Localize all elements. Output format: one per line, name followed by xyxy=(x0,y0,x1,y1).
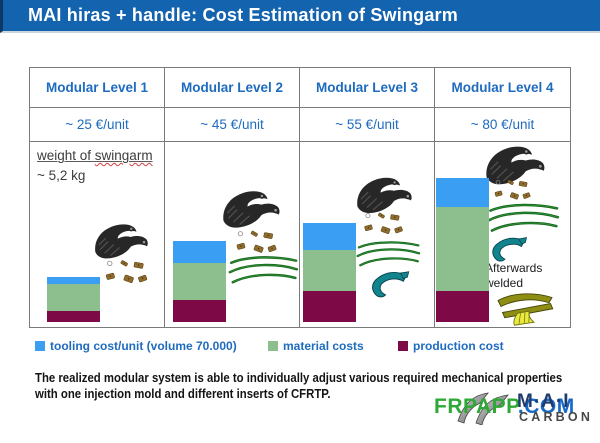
afterwards-welded-line2: welded xyxy=(485,276,524,290)
chart-legend: tooling cost/unit (volume 70.000) materi… xyxy=(0,339,600,353)
cfrtp-tapes-icon xyxy=(486,199,560,237)
swingarm-part-icon xyxy=(355,175,415,215)
legend-item-tooling: tooling cost/unit (volume 70.000) xyxy=(35,339,237,353)
legend-label-production: production cost xyxy=(413,339,504,353)
metal-inserts-icon xyxy=(229,230,285,260)
price-level4: ~ 80 €/unit xyxy=(470,117,535,132)
weight-note-word: swingarm xyxy=(94,148,153,163)
bar-segment-tooling xyxy=(303,223,356,251)
bar-segment-tooling xyxy=(436,178,489,207)
swingarm-part-icon xyxy=(221,188,283,230)
legend-item-material: material costs xyxy=(268,339,364,353)
afterwards-welded-line1: Afterwards xyxy=(485,261,543,275)
mai-logo-subtext: CARBON xyxy=(519,410,594,424)
price-level1: ~ 25 €/unit xyxy=(65,117,129,132)
weight-note-prefix: weight of xyxy=(37,148,95,163)
column-header-level4: Modular Level 4 xyxy=(435,68,570,108)
level2-label: Modular Level 2 xyxy=(180,80,284,95)
bar-segment-material xyxy=(47,284,100,312)
weight-note-value: ~ 5,2 kg xyxy=(37,167,86,183)
column-header-level2: Modular Level 2 xyxy=(165,68,300,108)
watermark: FRPAPP.COM xyxy=(434,395,575,419)
bar-segment-tooling xyxy=(47,277,100,285)
metal-inserts-icon xyxy=(102,259,152,291)
bar-segment-material xyxy=(436,206,489,292)
price-level3: ~ 55 €/unit xyxy=(335,117,399,132)
level4-label: Modular Level 4 xyxy=(451,80,554,95)
bar-segment-production xyxy=(47,311,100,322)
metal-inserts-icon xyxy=(486,179,540,206)
mai-logo-swoosh-icon xyxy=(457,392,509,425)
weight-note: weight of swingarm ~ 5,2 kg xyxy=(37,146,153,185)
legend-label-tooling: tooling cost/unit (volume 70.000) xyxy=(50,339,237,353)
cfrtp-tapes-icon xyxy=(227,252,299,288)
footer-note-line2: with one injection mold and different in… xyxy=(35,386,331,402)
swingarm-part-icon xyxy=(484,144,548,186)
content-cell-level4: Afterwards welded xyxy=(435,142,570,327)
welded-parts-icon xyxy=(486,290,564,326)
cost-bar-level4 xyxy=(436,178,489,322)
swingarm-part-icon xyxy=(93,221,151,261)
legend-label-material: material costs xyxy=(283,339,364,353)
watermark-blue: .COM xyxy=(517,395,575,418)
level3-label: Modular Level 3 xyxy=(315,80,419,95)
cfrtp-tapes-icon xyxy=(355,237,421,271)
title-bar: MAI hiras + handle: Cost Estimation of S… xyxy=(0,0,600,33)
cost-bar-level1 xyxy=(47,277,100,322)
content-cell-level2 xyxy=(165,142,300,327)
footer-note-line1: The realized modular system is able to i… xyxy=(35,370,563,385)
watermark-green: FRPAPP xyxy=(434,395,518,418)
price-cell-level2: ~ 45 €/unit xyxy=(165,108,300,142)
bar-segment-material xyxy=(173,262,226,301)
footer-note: The realized modular system is able to i… xyxy=(35,370,595,403)
bar-segment-production xyxy=(436,291,489,322)
price-cell-level1: ~ 25 €/unit xyxy=(30,108,165,142)
mai-logo-text: M·A·I xyxy=(517,391,570,412)
tooling-swatch-icon xyxy=(35,341,45,351)
column-header-level3: Modular Level 3 xyxy=(300,68,435,108)
bar-segment-material xyxy=(303,250,356,292)
material-swatch-icon xyxy=(268,341,278,351)
afterwards-welded-note: Afterwards welded xyxy=(485,261,542,291)
production-swatch-icon xyxy=(398,341,408,351)
content-cell-level3 xyxy=(300,142,435,327)
price-level2: ~ 45 €/unit xyxy=(200,117,264,132)
bar-segment-tooling xyxy=(173,241,226,263)
page-title: MAI hiras + handle: Cost Estimation of S… xyxy=(28,5,458,25)
bar-segment-production xyxy=(173,300,226,322)
level1-label: Modular Level 1 xyxy=(45,80,149,95)
cost-bar-level3 xyxy=(303,223,356,322)
cost-table: Modular Level 1 Modular Level 2 Modular … xyxy=(29,67,571,328)
teal-insert-icon xyxy=(370,269,412,299)
price-cell-level4: ~ 80 €/unit xyxy=(435,108,570,142)
legend-item-production: production cost xyxy=(398,339,504,353)
price-cell-level3: ~ 55 €/unit xyxy=(300,108,435,142)
cost-bar-level2 xyxy=(173,241,226,322)
content-cell-level1: weight of swingarm ~ 5,2 kg xyxy=(30,142,165,327)
column-header-level1: Modular Level 1 xyxy=(30,68,165,108)
bar-segment-production xyxy=(303,291,356,322)
teal-insert-icon xyxy=(490,235,530,263)
metal-inserts-icon xyxy=(357,212,411,241)
